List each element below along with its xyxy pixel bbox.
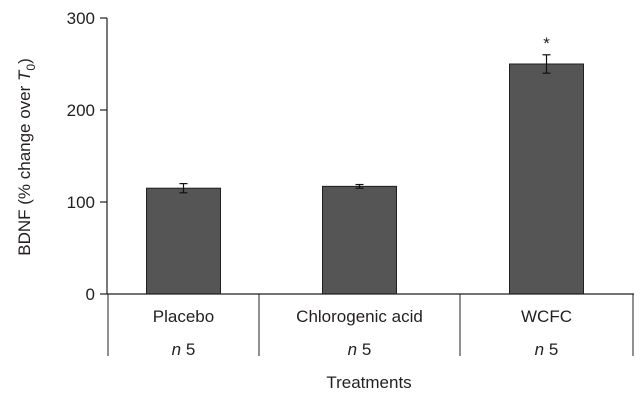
- y-tick-label-2: 200: [67, 101, 95, 120]
- category-label-1: Chlorogenic acid: [296, 307, 423, 326]
- x-axis: Placebo n 5 Chlorogenic acid n 5 WCFC n 5: [107, 293, 634, 359]
- y-tick-label-3: 300: [67, 9, 95, 28]
- bar-0: [146, 187, 221, 295]
- n-label-value-2: 5: [549, 340, 558, 359]
- n-label-italic-0: n: [172, 340, 186, 359]
- n-label-2: n 5: [535, 340, 559, 359]
- n-label-italic-1: n: [348, 340, 362, 359]
- category-label-0: Placebo: [153, 307, 214, 326]
- y-axis-title: BDNF (% change over T0): [15, 58, 38, 256]
- bar-1: [322, 185, 397, 295]
- n-label-italic-2: n: [535, 340, 549, 359]
- y-axis: 0 100 200 300: [67, 9, 108, 304]
- n-label-value-0: 5: [186, 340, 195, 359]
- bars-group: *: [146, 34, 584, 295]
- n-label-1: n 5: [348, 340, 372, 359]
- n-label-0: n 5: [172, 340, 196, 359]
- category-label-2: WCFC: [521, 307, 572, 326]
- y-tick-label-0: 0: [86, 285, 95, 304]
- y-axis-title-close: ): [15, 58, 34, 64]
- y-axis-title-main: BDNF (% change over: [15, 81, 34, 256]
- y-axis-title-sub: 0: [24, 64, 38, 71]
- y-axis-title-t: T: [15, 69, 34, 81]
- n-label-value-1: 5: [362, 340, 371, 359]
- bar-2: [509, 63, 584, 295]
- significance-marker-2: *: [543, 34, 550, 53]
- y-tick-label-1: 100: [67, 193, 95, 212]
- x-axis-title: Treatments: [326, 373, 411, 392]
